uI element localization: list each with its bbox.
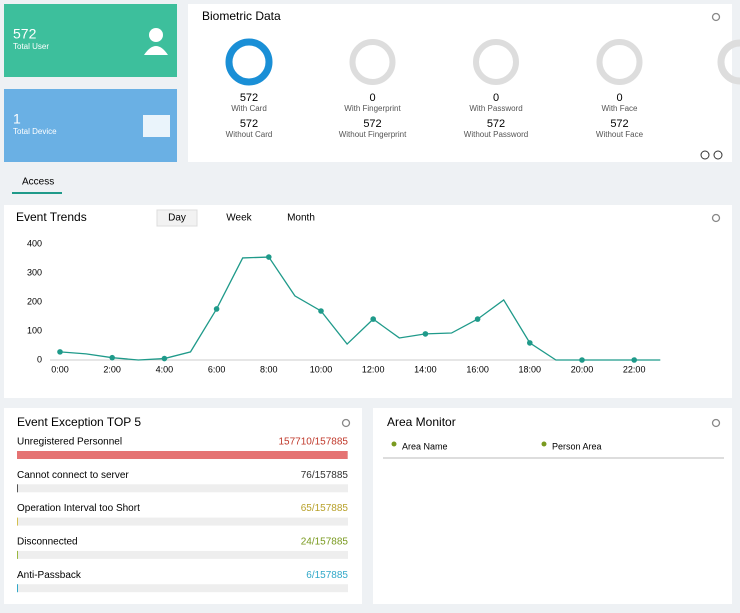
trends-card [4, 205, 732, 398]
exception-track [17, 550, 348, 559]
trend-line [59, 256, 661, 361]
biometric-ring [225, 38, 273, 86]
biometric-count: 0 [493, 92, 499, 104]
biometric-label: With Face [601, 104, 638, 113]
next-button[interactable] [713, 150, 723, 160]
biometric-count: 572 [240, 92, 258, 104]
biometric-without-label: Without Password [464, 130, 528, 139]
stat-label: Total User [13, 42, 49, 51]
y-tick-label: 200 [27, 296, 42, 306]
biometric-without-count: 572 [240, 118, 258, 130]
exception-name: Anti-Passback [17, 570, 82, 581]
exception-count: 65/157885 [301, 503, 349, 514]
x-tick-label: 8:00 [260, 364, 278, 374]
biometric-count: 0 [369, 92, 375, 104]
biometric-ring [596, 39, 643, 85]
biometric-without-count: 572 [487, 118, 505, 130]
biometric-without-label: Without Face [596, 130, 644, 139]
biometric-without-label: Without Fingerprint [339, 130, 407, 139]
exception-name: Cannot connect to server [17, 470, 129, 481]
y-tick-label: 0 [37, 354, 42, 364]
trend-point [422, 331, 429, 337]
x-tick-label: 14:00 [414, 364, 437, 374]
period-tab[interactable]: Day [168, 213, 186, 224]
exception-bar [17, 451, 348, 459]
trend-point [213, 306, 220, 312]
biometric-without-count: 572 [610, 118, 628, 130]
trend-point [579, 357, 585, 363]
biometric-label: With Card [231, 104, 267, 113]
biometric-label: With Fingerprint [344, 104, 401, 113]
biometric-label: With Password [469, 104, 522, 113]
user-icon-body [144, 46, 168, 55]
biometric-title: Biometric Data [202, 9, 281, 23]
exception-bar [17, 584, 18, 593]
stat-label: Total Device [13, 127, 57, 136]
trend-point [370, 316, 377, 322]
x-tick-label: 22:00 [623, 364, 646, 374]
user-card[interactable] [4, 4, 177, 77]
x-tick-label: 16:00 [466, 364, 489, 374]
trend-point [161, 355, 168, 362]
refresh-icons[interactable] [341, 12, 721, 428]
exception-track [17, 517, 348, 526]
exception-name: Disconnected [17, 537, 78, 548]
x-tick-label: 12:00 [362, 364, 385, 374]
tab[interactable]: Access [22, 177, 54, 188]
y-tick-label: 100 [27, 325, 42, 335]
y-tick-label: 400 [27, 238, 42, 248]
exception-track [17, 484, 348, 493]
exception-count: 24/157885 [301, 537, 349, 548]
device-icon [143, 115, 170, 137]
column-icon [391, 441, 397, 447]
area-title: Area Monitor [387, 415, 456, 429]
x-tick-label: 6:00 [208, 364, 226, 374]
period-tab[interactable]: Week [226, 213, 252, 224]
exception-track [17, 584, 348, 593]
area-card [373, 408, 732, 604]
biometric-card [188, 4, 732, 162]
clipped-circle [717, 39, 740, 85]
exception-count: 76/157885 [301, 470, 349, 481]
trend-point [527, 340, 533, 346]
x-tick-label: 18:00 [519, 364, 542, 374]
trend-point [631, 357, 637, 363]
trend-point [57, 349, 63, 355]
column-icon [541, 441, 547, 447]
exception-title: Event Exception TOP 5 [17, 415, 141, 429]
x-tick-label: 2:00 [103, 364, 121, 374]
stat-value: 1 [13, 111, 21, 127]
user-icon [149, 28, 163, 42]
exception-count: 157710/157885 [278, 437, 348, 448]
trend-point [266, 254, 272, 260]
trend-point [474, 316, 481, 322]
trends-title: Event Trends [16, 210, 87, 224]
column-header: Person Area [552, 441, 602, 451]
exception-bar [17, 484, 18, 493]
y-tick-label: 300 [27, 267, 42, 277]
exception-bar [17, 517, 18, 526]
biometric-without-count: 572 [363, 118, 381, 130]
period-active[interactable] [156, 209, 198, 227]
prev-button[interactable] [700, 150, 710, 160]
trend-point [318, 308, 324, 314]
x-tick-label: 10:00 [310, 364, 333, 374]
biometric-count: 0 [616, 92, 622, 104]
exception-count: 6/157885 [306, 570, 348, 581]
biometric-ring [349, 39, 396, 85]
stat-value: 572 [13, 26, 37, 42]
exception-name: Unregistered Personnel [17, 437, 122, 448]
exception-name: Operation Interval too Short [17, 503, 140, 514]
trend-point [109, 354, 115, 361]
exception-card [4, 408, 362, 604]
biometric-ring [473, 39, 519, 85]
x-tick-label: 4:00 [156, 364, 174, 374]
exception-bar [17, 550, 18, 559]
biometric-without-label: Without Card [226, 130, 273, 139]
period-tab[interactable]: Month [287, 213, 315, 224]
x-tick-label: 0:00 [51, 364, 69, 374]
column-header: Area Name [402, 441, 448, 451]
x-tick-label: 20:00 [571, 364, 594, 374]
